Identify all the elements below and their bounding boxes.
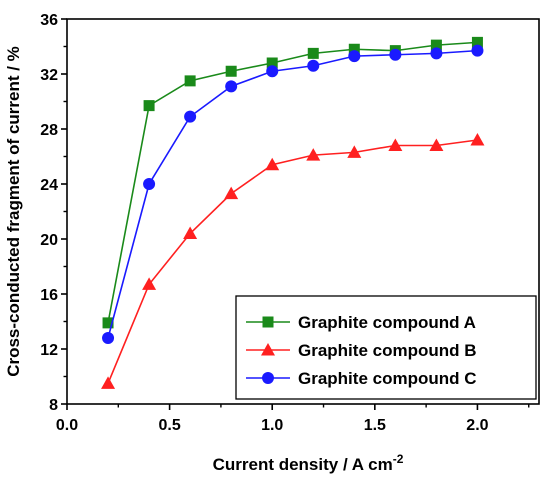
x-axis-title-main: Current density / A cm (213, 455, 393, 474)
data-point (266, 65, 279, 78)
data-point (265, 157, 280, 171)
legend-marker (262, 372, 274, 384)
legend-entry-1: Graphite compound A (246, 313, 476, 332)
data-point (307, 47, 319, 59)
data-point (102, 332, 115, 344)
series-2 (101, 133, 485, 389)
x-tick-label: 0.0 (56, 417, 78, 434)
axes: 0.0 0.5 1.0 1.5 2.0 8 12 16 20 24 28 32 36 (40, 12, 540, 434)
legend-label: Graphite compound C (298, 369, 477, 388)
legend-label: Graphite compound B (298, 341, 477, 360)
data-point (143, 178, 156, 190)
data-point (389, 48, 402, 61)
data-point (183, 226, 198, 239)
data-point (307, 59, 320, 72)
data-point (430, 47, 443, 60)
legend-label: Graphite compound A (298, 313, 476, 332)
data-point (347, 145, 362, 158)
x-axis-title: Current density / A cm-2 (213, 452, 404, 474)
data-point (306, 148, 321, 161)
y-axis-title: Cross-conducted fragment of current / % (4, 46, 23, 377)
data-point (471, 36, 483, 48)
data-point (429, 138, 444, 151)
data-point (225, 80, 238, 93)
series-3 (102, 44, 484, 344)
y-tick-label: 24 (40, 177, 58, 194)
data-point (143, 100, 155, 112)
legend-box (235, 295, 537, 400)
data-point (224, 186, 239, 200)
legend: Graphite compound A Graphite compound B Gr… (235, 295, 537, 400)
legend-entry-3: Graphite compound C (246, 369, 477, 388)
data-point (430, 39, 442, 51)
data-point (184, 75, 196, 87)
data-point (101, 376, 116, 389)
data-point (470, 133, 485, 146)
x-tick-label: 0.5 (158, 417, 180, 434)
data-point (142, 277, 157, 290)
data-point (471, 44, 484, 57)
y-tick-label: 32 (40, 67, 58, 84)
x-tick-label: 2.0 (466, 417, 488, 434)
x-tick-label: 1.0 (261, 417, 283, 434)
data-point (348, 43, 360, 55)
data-point (266, 57, 278, 69)
y-tick-label: 36 (40, 12, 58, 29)
series-layer (101, 36, 485, 389)
y-tick-label: 20 (40, 232, 58, 249)
data-point (225, 65, 237, 77)
legend-marker (262, 316, 274, 328)
y-tick-label: 8 (49, 397, 58, 414)
y-tick-label: 28 (40, 122, 58, 139)
x-axis-title-superscript: -2 (393, 452, 404, 466)
data-point (102, 317, 114, 329)
legend-marker (261, 343, 275, 356)
series-line (107, 41, 478, 324)
x-tick-label: 1.5 (364, 417, 386, 434)
data-point (348, 50, 361, 63)
series-line (107, 49, 478, 339)
data-point (184, 110, 197, 123)
y-tick-label: 12 (40, 342, 58, 359)
y-tick-label: 16 (40, 287, 58, 304)
data-point (388, 138, 403, 151)
series-line (107, 139, 478, 384)
legend-entry-2: Graphite compound B (246, 341, 477, 360)
